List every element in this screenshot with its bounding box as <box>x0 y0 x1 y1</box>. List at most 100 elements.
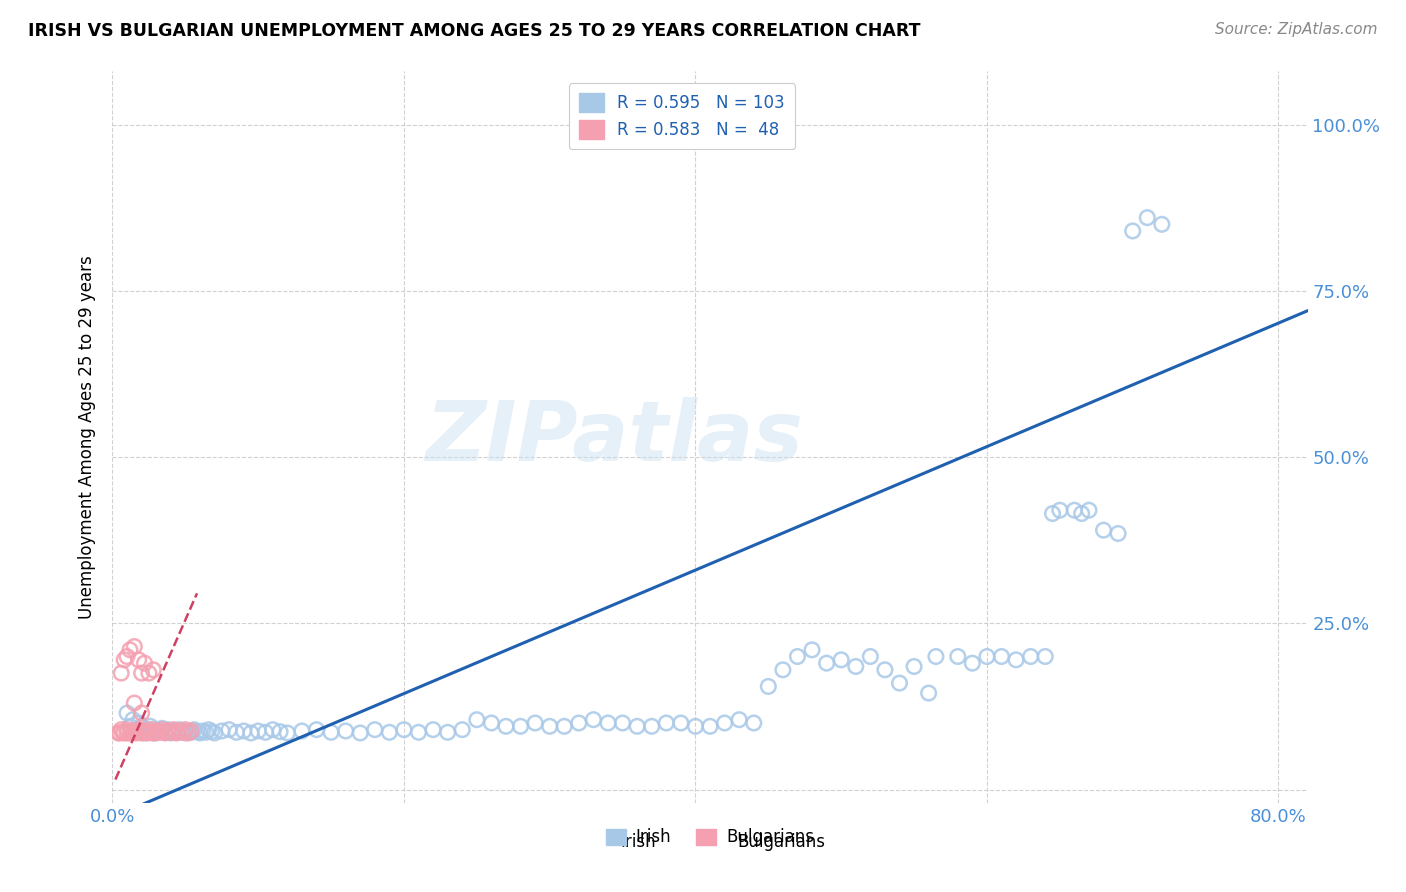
Point <box>305 723 328 737</box>
Point <box>148 725 170 739</box>
Point <box>136 725 159 739</box>
Point <box>166 726 188 740</box>
Point <box>269 724 291 739</box>
Point <box>364 723 387 737</box>
Text: IRISH VS BULGARIAN UNEMPLOYMENT AMONG AGES 25 TO 29 YEARS CORRELATION CHART: IRISH VS BULGARIAN UNEMPLOYMENT AMONG AG… <box>28 22 921 40</box>
Point <box>142 726 165 740</box>
Point <box>115 706 138 720</box>
Point <box>1150 217 1173 231</box>
Point <box>713 716 735 731</box>
Point <box>138 666 160 681</box>
Point <box>188 726 211 740</box>
Point <box>120 725 142 739</box>
Point <box>118 643 141 657</box>
Point <box>801 643 824 657</box>
Point <box>131 719 153 733</box>
Point <box>125 726 148 740</box>
Point <box>1063 503 1085 517</box>
Point <box>172 725 194 739</box>
Point <box>145 726 167 740</box>
Point <box>139 719 162 733</box>
Point <box>641 719 664 733</box>
Point <box>830 653 852 667</box>
Point <box>128 716 150 731</box>
Point <box>138 725 160 739</box>
Point <box>153 726 176 740</box>
Point <box>1092 523 1115 537</box>
Point <box>925 649 948 664</box>
Point <box>568 716 591 731</box>
Point <box>538 719 561 733</box>
Point <box>142 663 165 677</box>
Point <box>596 716 619 731</box>
Point <box>1033 649 1056 664</box>
Point <box>436 725 458 739</box>
Point <box>148 723 170 738</box>
Text: Bulgarians: Bulgarians <box>738 833 825 851</box>
Point <box>142 723 165 737</box>
Point <box>159 726 181 740</box>
Point <box>115 649 138 664</box>
Point <box>204 726 226 740</box>
Point <box>174 726 197 740</box>
Point <box>156 723 179 738</box>
Point <box>115 723 138 737</box>
Point <box>163 723 186 737</box>
Point <box>107 726 129 740</box>
Point <box>131 726 153 740</box>
Point <box>815 656 838 670</box>
Point <box>200 724 222 739</box>
Point <box>122 723 145 738</box>
Point <box>172 724 194 739</box>
Point <box>177 723 200 738</box>
Point <box>232 723 254 738</box>
Point <box>177 726 200 740</box>
Point <box>786 649 808 664</box>
Point <box>145 723 167 738</box>
Point <box>728 713 751 727</box>
Point <box>1019 649 1042 664</box>
Point <box>1122 224 1144 238</box>
Point <box>349 726 371 740</box>
Point <box>122 713 145 727</box>
Point <box>131 666 153 681</box>
Point <box>174 723 197 737</box>
Legend: Irish, Bulgarians: Irish, Bulgarians <box>599 822 821 853</box>
Point <box>197 723 219 737</box>
Point <box>1107 526 1129 541</box>
Point <box>699 719 721 733</box>
Point <box>465 713 488 727</box>
Point <box>159 725 181 739</box>
Point <box>110 666 132 681</box>
Point <box>845 659 868 673</box>
Point <box>247 723 270 738</box>
Point <box>889 676 911 690</box>
Point <box>125 723 148 737</box>
Point <box>111 725 134 739</box>
Point <box>553 719 575 733</box>
Point <box>134 723 156 738</box>
Point <box>191 723 214 738</box>
Point <box>112 653 135 667</box>
Point <box>1049 503 1071 517</box>
Point <box>180 725 202 739</box>
Point <box>153 725 176 739</box>
Point <box>124 696 146 710</box>
Point <box>669 716 692 731</box>
Point <box>495 719 517 733</box>
Point <box>169 723 191 737</box>
Point <box>134 726 156 740</box>
Text: ZIPatlas: ZIPatlas <box>426 397 803 477</box>
Point <box>422 723 444 737</box>
Point <box>124 640 146 654</box>
Point <box>276 726 298 740</box>
Point <box>408 725 430 739</box>
Point <box>335 723 357 738</box>
Point <box>392 723 415 737</box>
Point <box>225 725 247 739</box>
Point <box>685 719 707 733</box>
Point <box>859 649 882 664</box>
Text: Source: ZipAtlas.com: Source: ZipAtlas.com <box>1215 22 1378 37</box>
Point <box>108 726 131 740</box>
Point <box>903 659 925 673</box>
